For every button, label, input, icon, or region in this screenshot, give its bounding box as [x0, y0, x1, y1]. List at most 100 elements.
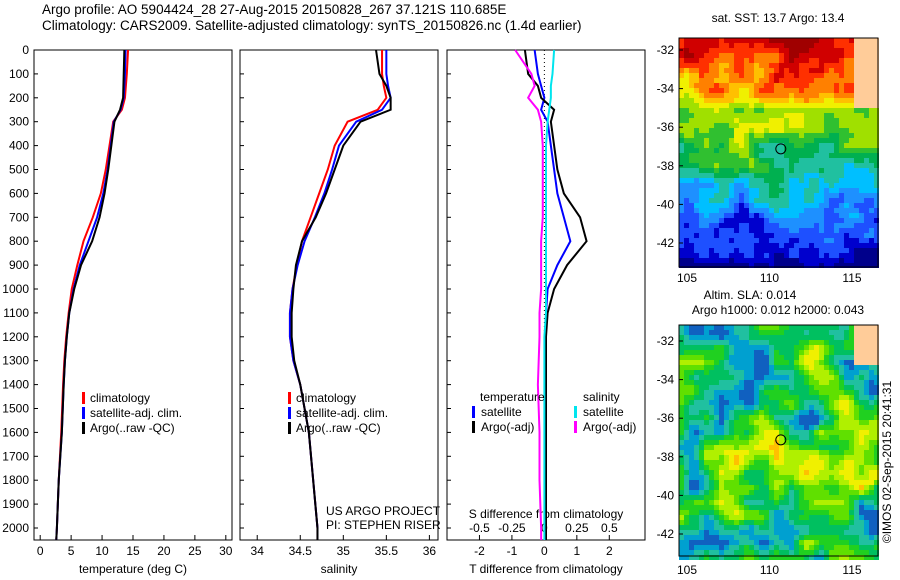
- map-cell: [784, 203, 789, 208]
- map-cell: [779, 148, 784, 153]
- map-cell: [774, 540, 779, 545]
- map-cell: [814, 325, 819, 330]
- map-cell: [729, 178, 734, 183]
- map-cell: [849, 218, 854, 223]
- map-cell: [784, 43, 789, 48]
- map-cell: [814, 345, 819, 350]
- map-cell: [714, 198, 719, 203]
- map-cell: [769, 143, 774, 148]
- map-cell: [754, 128, 759, 133]
- map-cell: [709, 188, 714, 193]
- map-cell: [759, 460, 764, 465]
- map-cell: [759, 395, 764, 400]
- map-cell: [774, 168, 779, 173]
- map-cell: [814, 425, 819, 430]
- map-cell: [844, 505, 849, 510]
- map-cell: [744, 480, 749, 485]
- map-cell: [689, 143, 694, 148]
- map-cell: [724, 550, 729, 555]
- map-cell: [874, 108, 879, 113]
- map-cell: [789, 58, 794, 63]
- map-cell: [764, 208, 769, 213]
- map-cell: [719, 500, 724, 505]
- map-cell: [774, 530, 779, 535]
- map-cell: [834, 88, 839, 93]
- map-cell: [699, 83, 704, 88]
- map-cell: [779, 103, 784, 108]
- map-cell: [829, 178, 834, 183]
- map-cell: [759, 133, 764, 138]
- map-cell: [709, 118, 714, 123]
- map-cell: [684, 515, 689, 520]
- y-tick-label: 1400: [2, 378, 29, 392]
- map-cell: [694, 168, 699, 173]
- map-cell: [824, 253, 829, 258]
- map-cell: [829, 495, 834, 500]
- map-cell: [779, 330, 784, 335]
- map-cell: [714, 345, 719, 350]
- map-cell: [749, 213, 754, 218]
- map-cell: [759, 505, 764, 510]
- map-cell: [774, 113, 779, 118]
- map-cell: [854, 510, 859, 515]
- map-cell: [759, 198, 764, 203]
- map-cell: [834, 345, 839, 350]
- map-cell: [849, 73, 854, 78]
- map-cell: [864, 248, 869, 253]
- map-cell: [779, 535, 784, 540]
- map-cell: [809, 345, 814, 350]
- map-cell: [824, 148, 829, 153]
- map-cell: [849, 545, 854, 550]
- map-cell: [874, 410, 879, 415]
- map-cell: [789, 510, 794, 515]
- map-cell: [754, 550, 759, 555]
- map-cell: [804, 340, 809, 345]
- map-cell: [834, 425, 839, 430]
- map-cell: [739, 480, 744, 485]
- map-cell: [684, 213, 689, 218]
- map-cell: [679, 158, 684, 163]
- map-cell: [709, 63, 714, 68]
- map-cell: [734, 485, 739, 490]
- map-cell: [694, 345, 699, 350]
- map-cell: [704, 208, 709, 213]
- map-cell: [769, 455, 774, 460]
- map-cell: [874, 430, 879, 435]
- map-cell: [734, 143, 739, 148]
- map-cell: [844, 380, 849, 385]
- map-cell: [739, 198, 744, 203]
- map-cell: [864, 153, 869, 158]
- map-cell: [709, 345, 714, 350]
- map-cell: [874, 380, 879, 385]
- map-cell: [794, 470, 799, 475]
- map-cell: [684, 68, 689, 73]
- map-cell: [719, 63, 724, 68]
- map-cell: [849, 238, 854, 243]
- map-cell: [689, 500, 694, 505]
- map-cell: [869, 208, 874, 213]
- map-cell: [749, 510, 754, 515]
- map-cell: [724, 370, 729, 375]
- map-cell: [774, 88, 779, 93]
- map-cell: [699, 515, 704, 520]
- map-cell: [814, 248, 819, 253]
- map-cell: [829, 258, 834, 263]
- map-cell: [684, 545, 689, 550]
- map-cell: [724, 435, 729, 440]
- map-cell: [844, 143, 849, 148]
- map-cell: [684, 123, 689, 128]
- map-cell: [774, 385, 779, 390]
- map-cell: [849, 490, 854, 495]
- map-cell: [714, 495, 719, 500]
- map-cell: [779, 153, 784, 158]
- map-cell: [749, 58, 754, 63]
- map-cell: [874, 460, 879, 465]
- map-cell: [724, 500, 729, 505]
- map-cell: [729, 168, 734, 173]
- map-cell: [864, 405, 869, 410]
- map-cell: [714, 103, 719, 108]
- map-cell: [814, 198, 819, 203]
- map-cell: [679, 188, 684, 193]
- map-cell: [854, 103, 859, 108]
- map-cell: [754, 430, 759, 435]
